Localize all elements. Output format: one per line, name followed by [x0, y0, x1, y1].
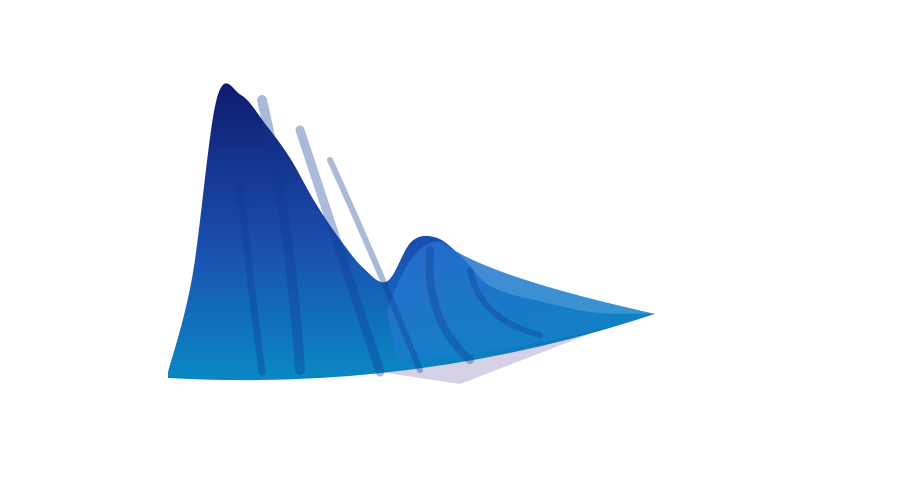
- surface-point-3: [240, 94, 242, 96]
- surface-point-20: [654, 313, 656, 315]
- surface-point-10: [411, 241, 413, 243]
- surface-point-19: [630, 313, 632, 315]
- surface-point-5: [289, 157, 291, 159]
- surface-fold-3: [295, 125, 385, 377]
- surface-fold-5: [425, 246, 474, 364]
- surface-secondary-lobe: [387, 241, 655, 362]
- surface-point-2: [216, 98, 218, 100]
- surface-point-11: [435, 237, 437, 239]
- surface-point-1: [191, 276, 193, 278]
- surface-point-4: [264, 123, 266, 125]
- surface-point-17: [581, 310, 583, 312]
- surface-point-16: [557, 305, 559, 307]
- surface-point-13: [484, 281, 486, 283]
- surface-point-6: [313, 200, 315, 202]
- surface-point-14: [508, 293, 510, 295]
- surface-point-8: [362, 267, 364, 269]
- surface-point-9: [386, 280, 388, 282]
- surface-point-15: [532, 299, 534, 301]
- surface-point-12: [459, 254, 461, 256]
- surface-fold-4: [327, 157, 423, 373]
- surface-fold-6: [467, 267, 543, 338]
- surface-point-18: [605, 313, 607, 315]
- surface-fold-1: [257, 95, 305, 375]
- surface-point-0: [167, 371, 169, 373]
- surface-point-7: [337, 236, 339, 238]
- surface-fold-2: [236, 181, 266, 376]
